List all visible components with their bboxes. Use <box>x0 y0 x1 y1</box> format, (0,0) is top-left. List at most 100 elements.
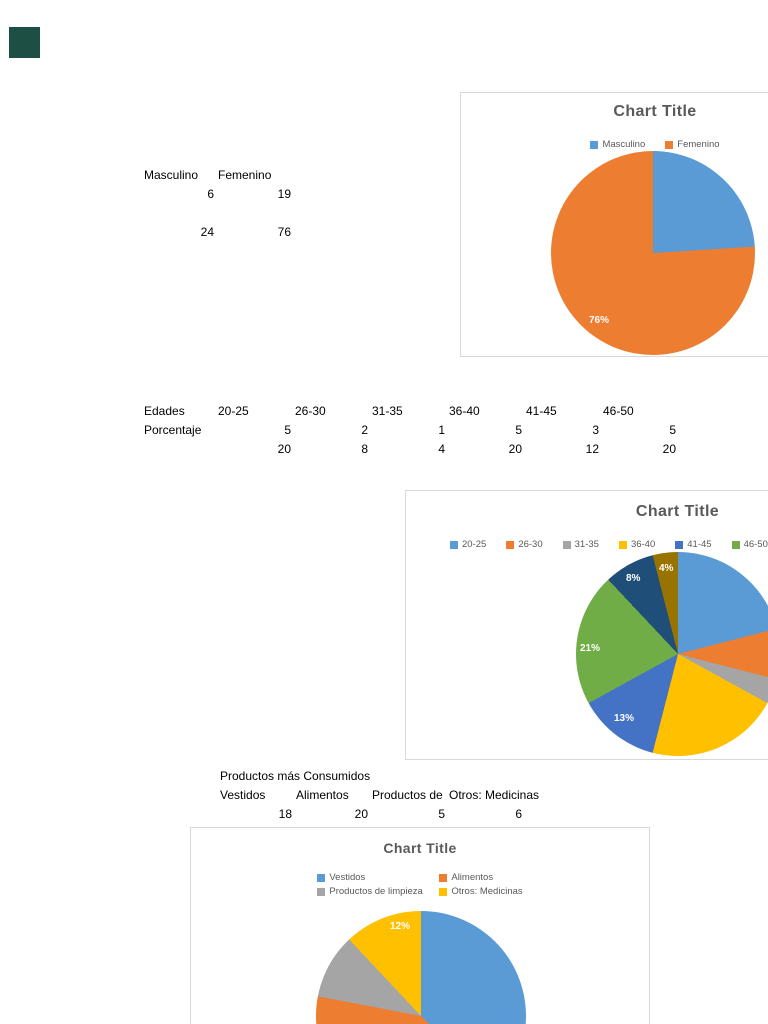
column-header: 36-40 <box>449 404 480 418</box>
legend-swatch <box>618 540 627 549</box>
legend-label: 46-50 <box>743 539 768 550</box>
pie-graphic: 12% <box>316 911 526 1024</box>
row-label <box>144 440 218 459</box>
column-header: Masculino <box>144 168 199 182</box>
table-cell: 20 <box>508 442 522 456</box>
pie-data-label: 21% <box>580 643 601 654</box>
table-row: Porcentaje 5 2 1 5 3 5 <box>144 421 680 440</box>
legend-item: 41-45 <box>675 539 712 550</box>
chart-title: Chart Title <box>383 840 457 856</box>
legend-item: Masculino <box>590 139 645 150</box>
chart-title: Chart Title <box>613 103 697 120</box>
legend-swatch <box>675 540 684 549</box>
chart-legend: Vestidos Alimentos Productos de limpieza… <box>191 872 649 897</box>
column-header: Femenino <box>218 168 272 182</box>
legend-label: 20-25 <box>462 539 487 550</box>
pie-data-label: 13% <box>614 713 635 724</box>
table-cell: 6 <box>515 807 522 821</box>
pie-data-label: 8% <box>626 573 641 584</box>
legend-label: Otros: Medicinas <box>451 886 523 897</box>
legend-label: 31-35 <box>574 539 599 550</box>
column-header: 31-35 <box>372 404 403 418</box>
chart-legend: 20-25 26-30 31-35 36-40 41-45 46-50 <box>450 539 768 550</box>
column-header: 20-25 <box>218 404 249 418</box>
column-header: 26-30 <box>295 404 326 418</box>
column-header: 46-50 <box>603 404 634 418</box>
column-header: Otros: Medicinas <box>449 788 540 802</box>
table-cell: 76 <box>277 225 291 239</box>
table-header-row: Masculino Femenino <box>144 166 295 185</box>
legend-swatch <box>439 887 448 896</box>
pie-data-label: 4% <box>659 563 674 574</box>
gender-pie-chart: Chart Title Masculino Femenino 76% <box>460 92 768 357</box>
table-title-row: Productos más Consumidos <box>220 767 539 786</box>
legend-item: 26-30 <box>506 539 543 550</box>
table-cell: 8 <box>361 442 368 456</box>
table-cell: 5 <box>284 423 291 437</box>
row-label: Edades <box>144 404 185 418</box>
pie-graphic: 8% 4% 21% 13% <box>576 552 768 756</box>
table-cell: 6 <box>207 187 214 201</box>
table-cell: 18 <box>278 807 292 821</box>
column-header: Vestidos <box>220 788 266 802</box>
table-row: 18 20 5 6 <box>220 805 539 824</box>
table-cell: 1 <box>438 423 445 437</box>
ages-pie-chart: Chart Title 20-25 26-30 31-35 36-40 41-4… <box>405 490 768 760</box>
legend-swatch <box>506 540 515 549</box>
chart-title: Chart Title <box>635 503 720 520</box>
table-row: 24 76 <box>144 223 295 242</box>
legend-swatch <box>317 873 326 882</box>
legend-label: Masculino <box>602 139 646 150</box>
legend-item: Alimentos <box>439 872 522 883</box>
legend-label: Vestidos <box>329 872 366 883</box>
legend-label: 41-45 <box>687 539 712 550</box>
legend-swatch <box>665 140 674 149</box>
column-header: Productos de <box>372 788 443 802</box>
pie-data-label: 12% <box>390 921 411 932</box>
legend-item: 46-50 <box>731 539 768 550</box>
pie-data-label: 76% <box>589 315 610 326</box>
legend-item: Vestidos <box>317 872 439 883</box>
legend-item: Otros: Medicinas <box>439 886 523 897</box>
table-title: Productos más Consumidos <box>220 769 371 783</box>
legend-swatch <box>450 540 458 549</box>
column-header: Alimentos <box>296 788 349 802</box>
legend-label: Alimentos <box>451 872 494 883</box>
table-cell: 20 <box>354 807 368 821</box>
table-header-row: Vestidos Alimentos Productos de Otros: M… <box>220 786 539 805</box>
table-row: 20 8 4 20 12 20 <box>144 440 680 459</box>
legend-swatch <box>731 540 740 549</box>
table-cell: 5 <box>438 807 445 821</box>
products-table: Productos más Consumidos Vestidos Alimen… <box>220 767 539 824</box>
legend-item: 20-25 <box>450 539 486 550</box>
pie-graphic: 76% <box>551 151 755 355</box>
legend-swatch <box>562 540 571 549</box>
table-cell: 5 <box>669 423 676 437</box>
legend-swatch <box>439 873 448 882</box>
table-cell: 20 <box>277 442 291 456</box>
chart-legend: Masculino Femenino <box>461 139 768 150</box>
table-cell: 12 <box>585 442 599 456</box>
legend-label: 36-40 <box>630 539 656 550</box>
table-cell: 20 <box>662 442 676 456</box>
table-row: 6 19 <box>144 185 295 204</box>
table-cell: 5 <box>515 423 522 437</box>
ages-table: Edades 20-25 26-30 31-35 36-40 41-45 46-… <box>144 402 680 459</box>
legend-item: 36-40 <box>618 539 656 550</box>
table-empty-row <box>144 204 295 223</box>
table-header-row: Edades 20-25 26-30 31-35 36-40 41-45 46-… <box>144 402 680 421</box>
table-cell: 4 <box>438 442 445 456</box>
legend-label: Productos de limpieza <box>329 886 423 897</box>
row-label: Porcentaje <box>144 423 202 437</box>
table-cell: 3 <box>592 423 599 437</box>
table-cell: 24 <box>200 225 214 239</box>
column-header: 41-45 <box>526 404 557 418</box>
legend-item: 31-35 <box>562 539 599 550</box>
gender-table: Masculino Femenino 6 19 24 76 <box>144 166 295 242</box>
products-pie-chart: Chart Title Vestidos Alimentos Productos… <box>190 827 650 1024</box>
table-cell: 2 <box>361 423 368 437</box>
legend-label: 26-30 <box>518 539 543 550</box>
legend-item: Femenino <box>665 139 720 150</box>
legend-item: Productos de limpieza <box>317 886 439 897</box>
